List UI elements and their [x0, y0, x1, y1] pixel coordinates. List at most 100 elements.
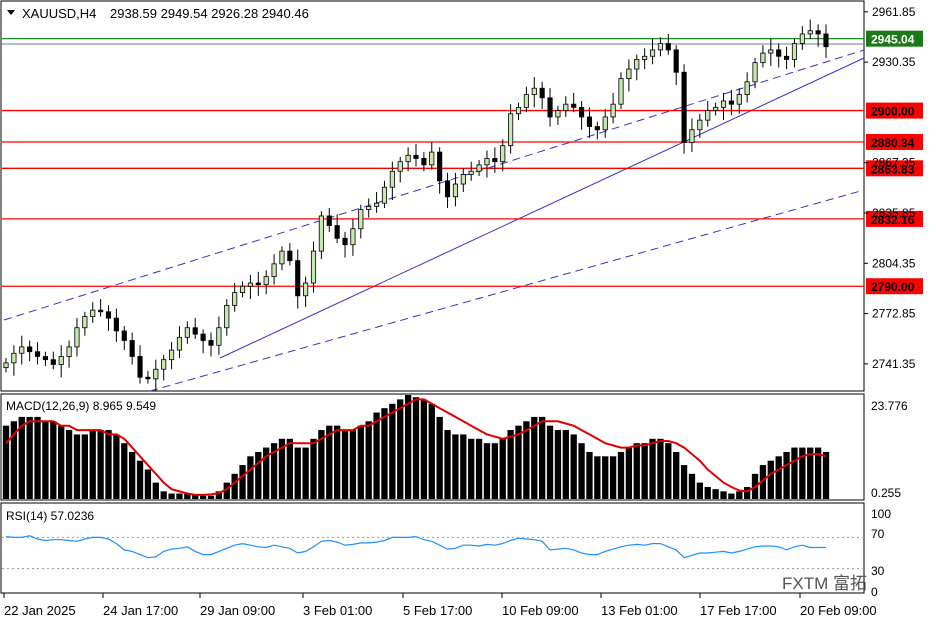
rsi-tick-100: 100	[871, 507, 891, 521]
macd-bar	[223, 482, 230, 499]
candle	[129, 332, 135, 365]
macd-top-tick: 23.776	[871, 399, 908, 413]
macd-bar	[184, 493, 191, 499]
macd-signal-line	[5, 398, 827, 496]
candle	[476, 160, 482, 177]
candle	[429, 142, 435, 170]
macd-bar	[255, 451, 262, 499]
macd-bar	[2, 425, 10, 499]
level-badge-label: 2945.04	[871, 33, 915, 47]
macd-bar	[105, 430, 112, 499]
macd-bar	[728, 493, 735, 499]
macd-bar	[554, 430, 562, 499]
level-badge-label: 2790.00	[871, 280, 915, 294]
macd-bar	[783, 451, 790, 499]
candle	[318, 211, 324, 260]
candle	[649, 38, 656, 65]
macd-bar	[294, 447, 301, 499]
rsi-panel	[0, 502, 865, 594]
macd-bar	[404, 395, 412, 499]
price-tick-label: 2961.85	[872, 5, 916, 19]
rsi-series	[5, 535, 826, 559]
macd-bar	[286, 438, 293, 499]
macd-bar	[688, 473, 696, 499]
macd-bar	[625, 447, 633, 499]
candle	[760, 45, 766, 68]
macd-bar	[523, 421, 530, 499]
candle	[563, 96, 569, 117]
macd-bar	[397, 399, 404, 499]
candle	[326, 207, 332, 232]
level-badge-label: 2863.83	[871, 162, 915, 176]
macd-bar	[97, 430, 104, 499]
candle	[815, 24, 821, 47]
macd-bar	[113, 434, 120, 499]
macd-bar	[807, 447, 814, 499]
macd-bar	[483, 443, 491, 499]
candle	[547, 88, 553, 127]
candle	[586, 107, 593, 138]
macd-bar	[649, 438, 656, 499]
candle	[303, 276, 309, 307]
macd-bar	[10, 421, 18, 499]
candle	[255, 271, 261, 296]
macd-bar	[129, 451, 136, 499]
candle	[768, 38, 774, 66]
candle	[444, 172, 451, 208]
candle	[90, 302, 96, 323]
macd-bar	[791, 447, 798, 499]
macd-panel	[0, 393, 865, 501]
candle	[634, 54, 640, 81]
candle	[736, 88, 742, 114]
candle	[689, 118, 695, 153]
macd-bar	[744, 486, 751, 499]
macd-bar	[680, 465, 688, 499]
macd-bar	[58, 425, 65, 499]
macd-bar	[215, 491, 223, 499]
candle	[153, 359, 159, 392]
candle	[752, 57, 758, 89]
macd-bar	[326, 425, 333, 499]
macd-bar	[657, 438, 664, 499]
macd-bar	[136, 460, 144, 499]
macd-bar	[357, 425, 364, 499]
macd-bar	[420, 399, 428, 499]
time-tick-label: 22 Jan 2025	[4, 603, 76, 618]
candle	[216, 316, 222, 355]
candle	[626, 59, 632, 92]
macd-bar	[278, 438, 286, 499]
macd-bar	[712, 489, 719, 499]
time-tick-label: 17 Feb 17:00	[700, 603, 777, 618]
macd-bar	[507, 430, 514, 499]
macd-bar	[302, 447, 309, 499]
macd-bar	[89, 430, 96, 499]
macd-bar	[436, 416, 443, 499]
candle	[492, 147, 498, 173]
candle	[791, 38, 798, 68]
candle	[350, 219, 356, 256]
macd-bar	[594, 456, 601, 499]
macd-bar	[239, 465, 246, 499]
candle	[728, 89, 734, 116]
macd-bar	[499, 438, 506, 499]
candle	[310, 241, 317, 293]
candle	[145, 370, 151, 384]
candle	[42, 351, 48, 367]
candle	[657, 37, 663, 57]
candle	[295, 249, 301, 309]
macd-bar	[641, 443, 648, 499]
rsi-line	[2, 535, 864, 570]
candle	[720, 93, 727, 121]
level-lines: 2945.04 2900.00 2880.34 2863.83 2832.16 2790.…	[2, 30, 923, 295]
macd-bar	[263, 447, 270, 499]
macd-bar	[144, 469, 152, 499]
rsi-tick-70: 70	[871, 527, 885, 541]
macd-bar	[50, 421, 57, 499]
candle	[523, 86, 529, 113]
macd-bar	[491, 443, 498, 499]
macd-bar	[381, 408, 388, 499]
dropdown-icon[interactable]	[7, 10, 15, 15]
candle	[405, 147, 411, 172]
time-tick-label: 29 Jan 09:00	[200, 603, 275, 618]
candle	[192, 318, 198, 339]
